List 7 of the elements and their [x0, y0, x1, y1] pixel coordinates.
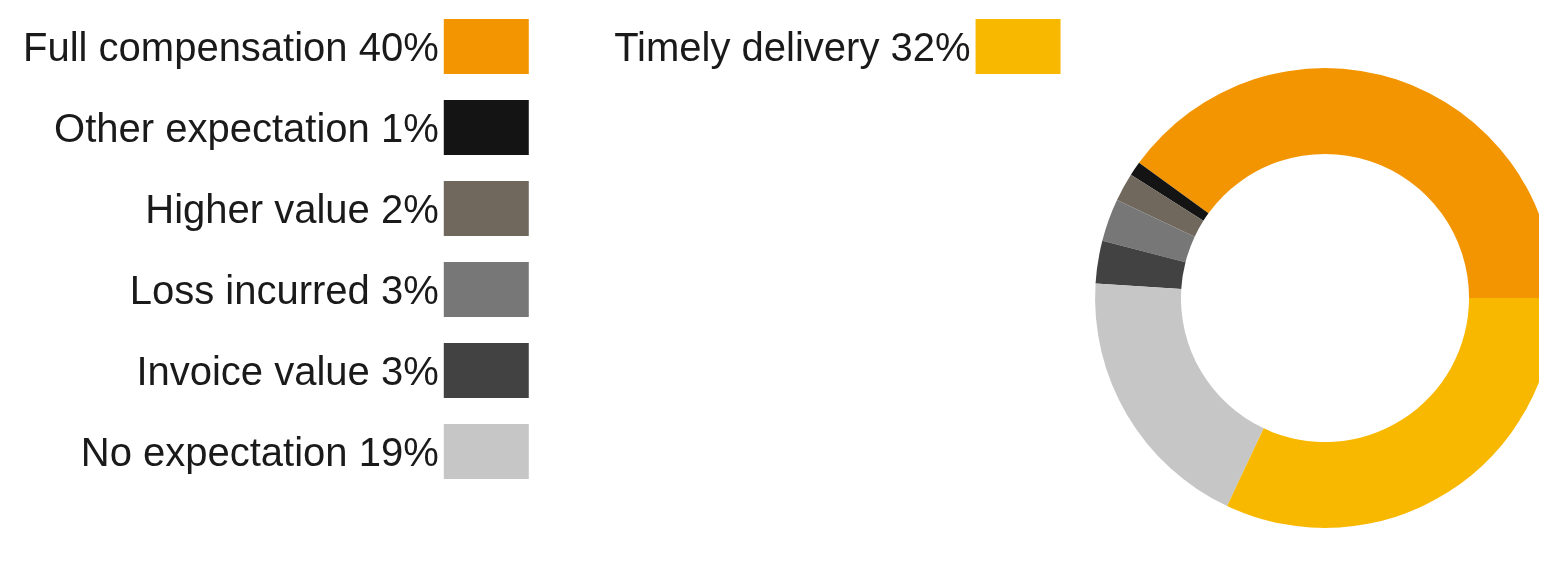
legend-label: Full compensation 40% — [23, 24, 439, 69]
legend-label: Invoice value 3% — [136, 348, 439, 393]
legend-label: Loss incurred 3% — [129, 267, 439, 312]
legend-label: Timely delivery 32% — [614, 24, 971, 69]
legend-label: Higher value 2% — [145, 186, 439, 231]
legend-label: No expectation 19% — [80, 429, 439, 474]
legend-label: Other expectation 1% — [54, 105, 439, 150]
